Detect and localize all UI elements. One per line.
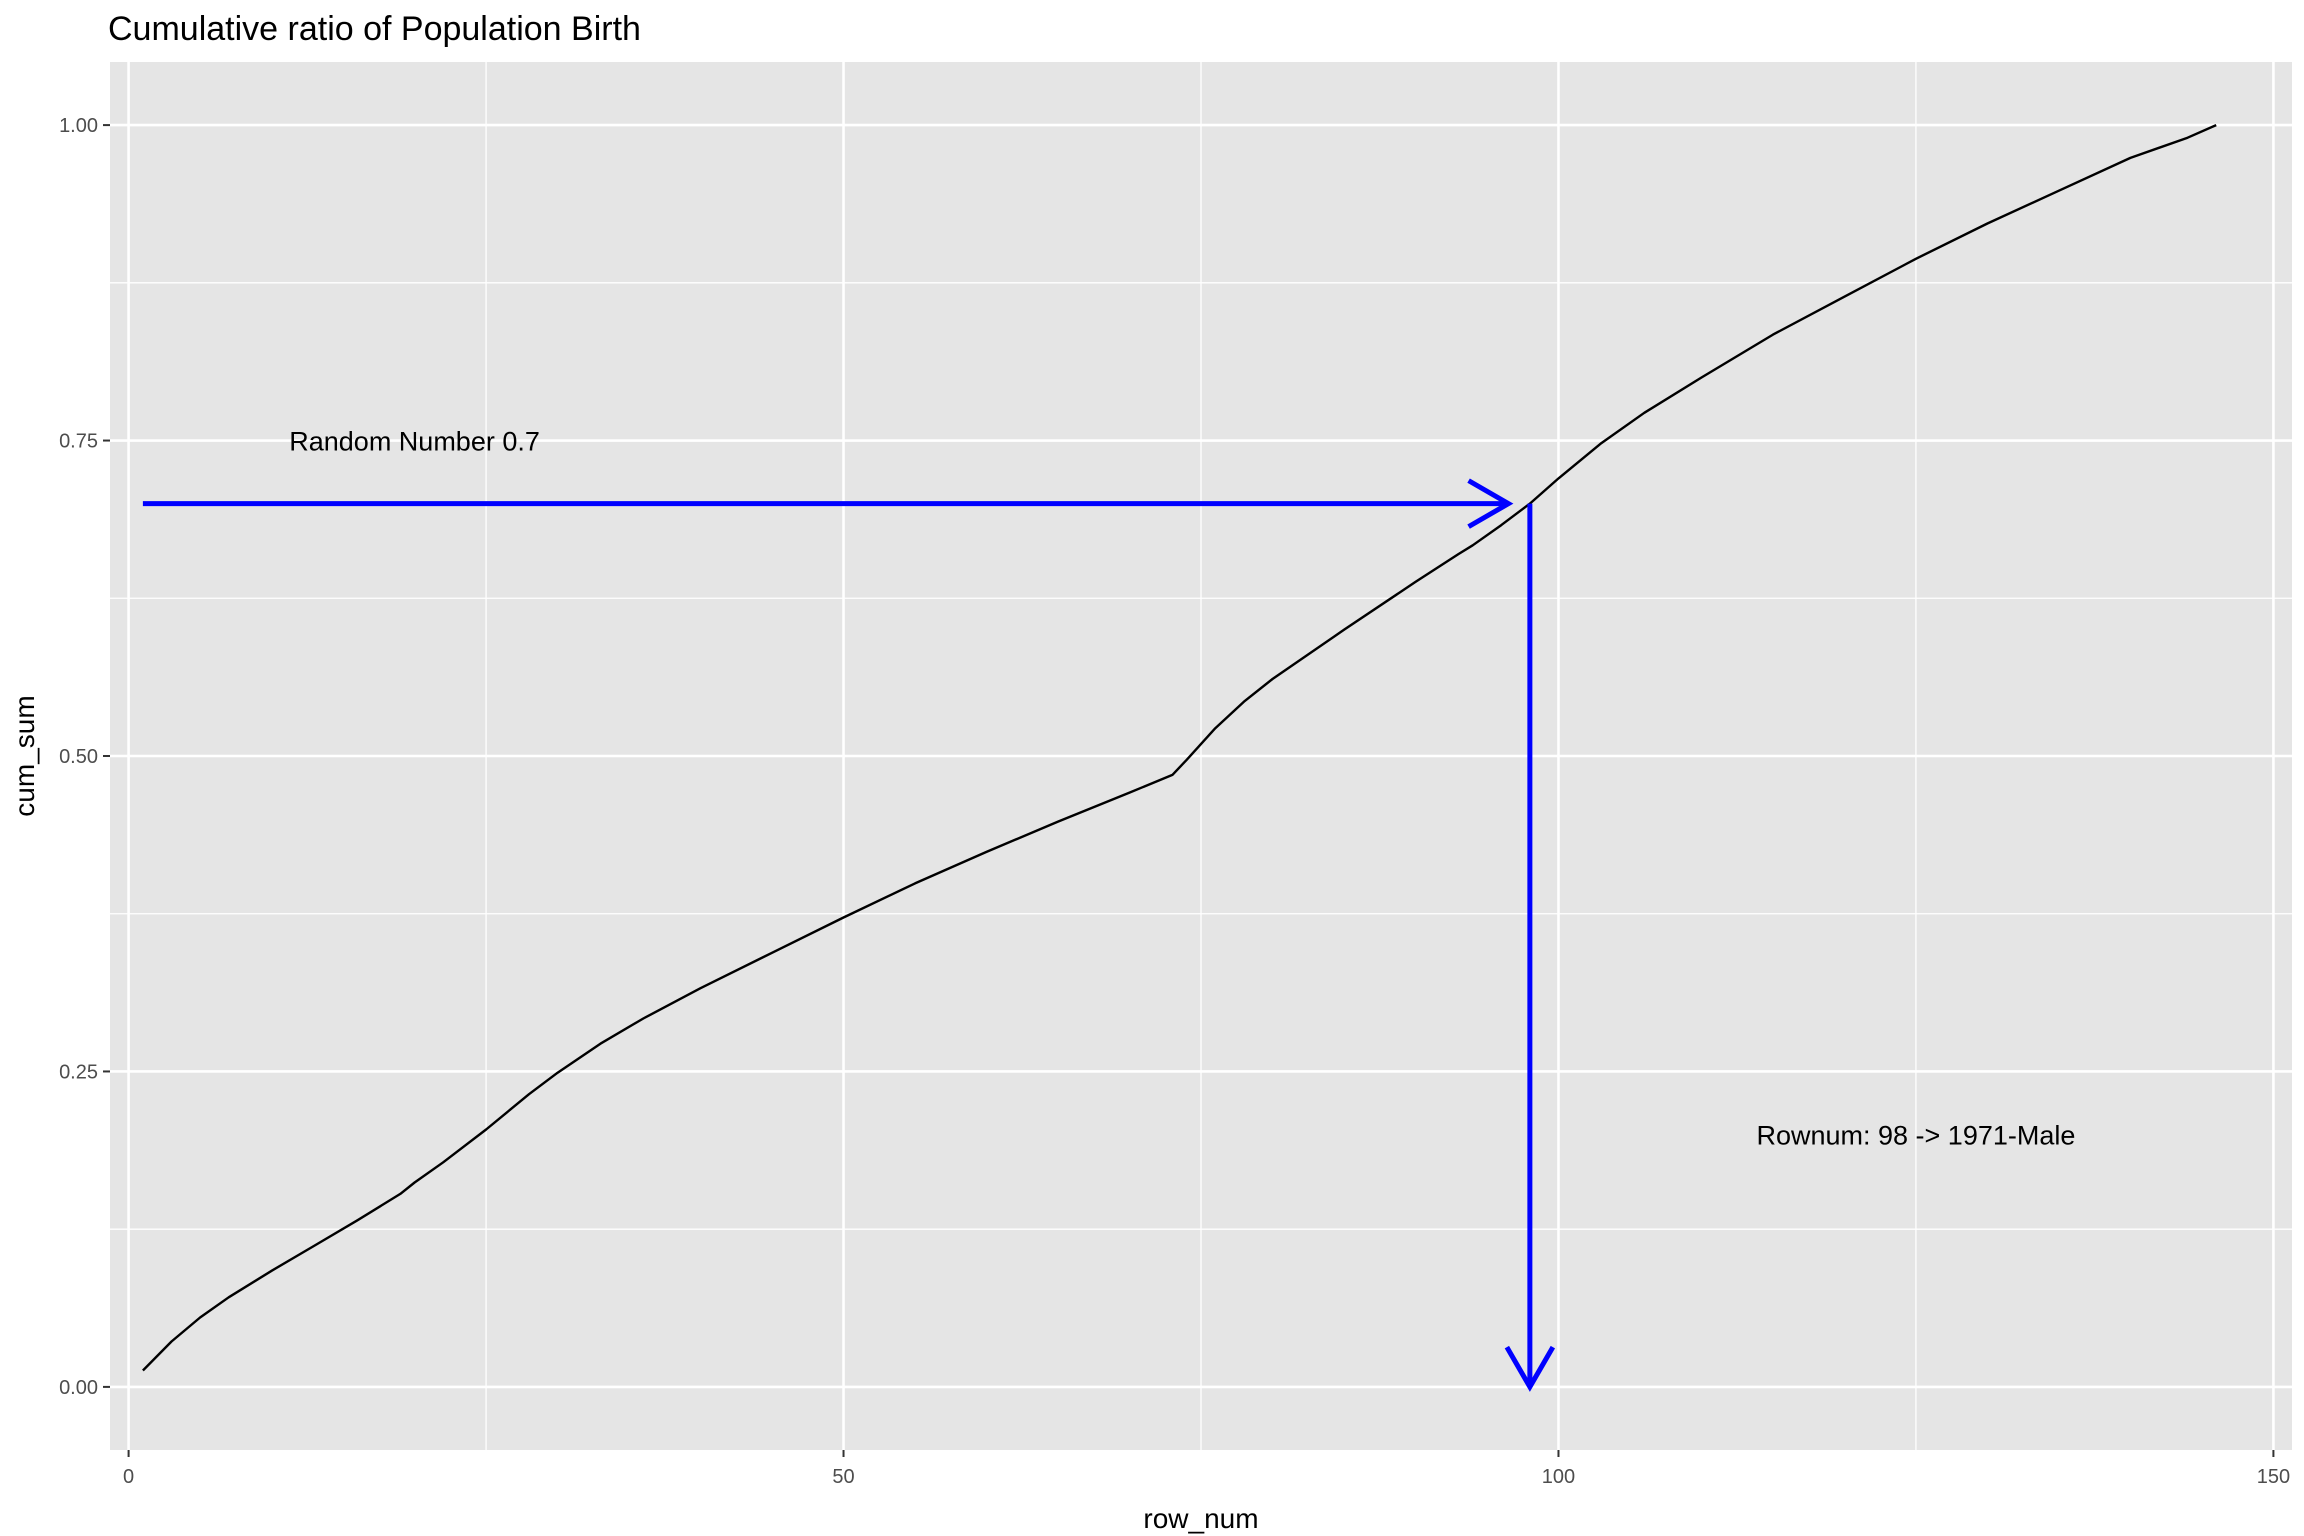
annotation-label: Rownum: 98 -> 1971-Male	[1756, 1121, 2075, 1151]
x-tick-label: 100	[1542, 1466, 1575, 1488]
y-tick-label: 0.50	[59, 746, 98, 768]
x-axis-title: row_num	[1143, 1503, 1258, 1534]
major-gridlines	[110, 62, 2292, 1450]
x-tick-label: 150	[2257, 1466, 2290, 1488]
y-tick-label: 1.00	[59, 115, 98, 137]
cumulative-series-line	[142, 124, 2217, 1372]
annotation-label: Random Number 0.7	[289, 427, 540, 457]
chart-title: Cumulative ratio of Population Birth	[108, 10, 641, 48]
arrows-layer	[142, 478, 1556, 1392]
arrow-head	[1467, 478, 1514, 529]
y-tick-label: 0.75	[59, 431, 98, 453]
y-axis-ticks: 0.00 0.25 0.50 0.75 1.00	[59, 115, 110, 1399]
x-axis-ticks: 0 50 100 150	[123, 1450, 2290, 1488]
y-axis-title: cum_sum	[9, 695, 40, 816]
y-tick-label: 0.00	[59, 1377, 98, 1399]
y-tick-label: 0.25	[59, 1061, 98, 1083]
annotations-layer: Random Number 0.7 Rownum: 98 -> 1971-Male	[289, 427, 2075, 1151]
arrow-head	[1504, 1345, 1556, 1392]
x-tick-label: 50	[832, 1466, 854, 1488]
x-tick-label: 0	[123, 1466, 134, 1488]
